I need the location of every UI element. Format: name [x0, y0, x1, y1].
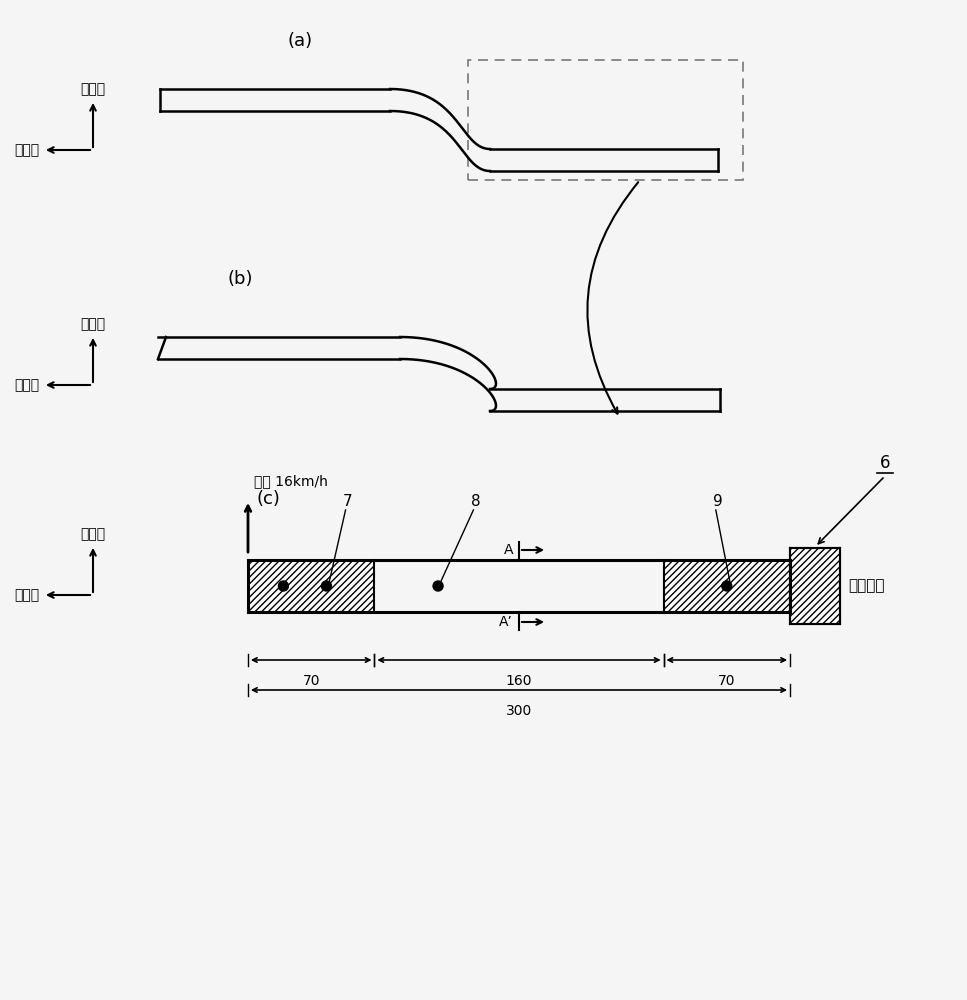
Text: (b): (b): [227, 270, 252, 288]
Text: 70: 70: [303, 674, 320, 688]
Text: 车辆前: 车辆前: [14, 588, 39, 602]
Bar: [248, 560, 374, 612]
Circle shape: [321, 581, 332, 591]
Text: (a): (a): [287, 32, 312, 50]
Text: 7: 7: [342, 494, 352, 510]
Circle shape: [278, 581, 288, 591]
Bar: [468, 60, 743, 180]
Text: 6: 6: [880, 454, 891, 472]
Text: 等速 16km/h: 等速 16km/h: [254, 474, 328, 488]
Text: 8: 8: [471, 494, 481, 510]
Text: 车辆上: 车辆上: [80, 82, 105, 96]
Text: 300: 300: [506, 704, 532, 718]
Text: (c): (c): [256, 490, 279, 508]
Text: A’: A’: [499, 615, 513, 629]
Text: 160: 160: [506, 674, 532, 688]
Text: 70: 70: [718, 674, 736, 688]
Text: 完全约束: 完全约束: [848, 578, 885, 593]
Text: 车辆前: 车辆前: [14, 378, 39, 392]
Circle shape: [433, 581, 443, 591]
Bar: [790, 548, 840, 624]
Text: 车辆前: 车辆前: [14, 143, 39, 157]
Text: 车辆上: 车辆上: [80, 527, 105, 541]
Text: 9: 9: [713, 494, 722, 510]
Text: 车辆上: 车辆上: [80, 317, 105, 331]
Circle shape: [721, 581, 732, 591]
Bar: [663, 560, 790, 612]
Text: A: A: [504, 543, 513, 557]
